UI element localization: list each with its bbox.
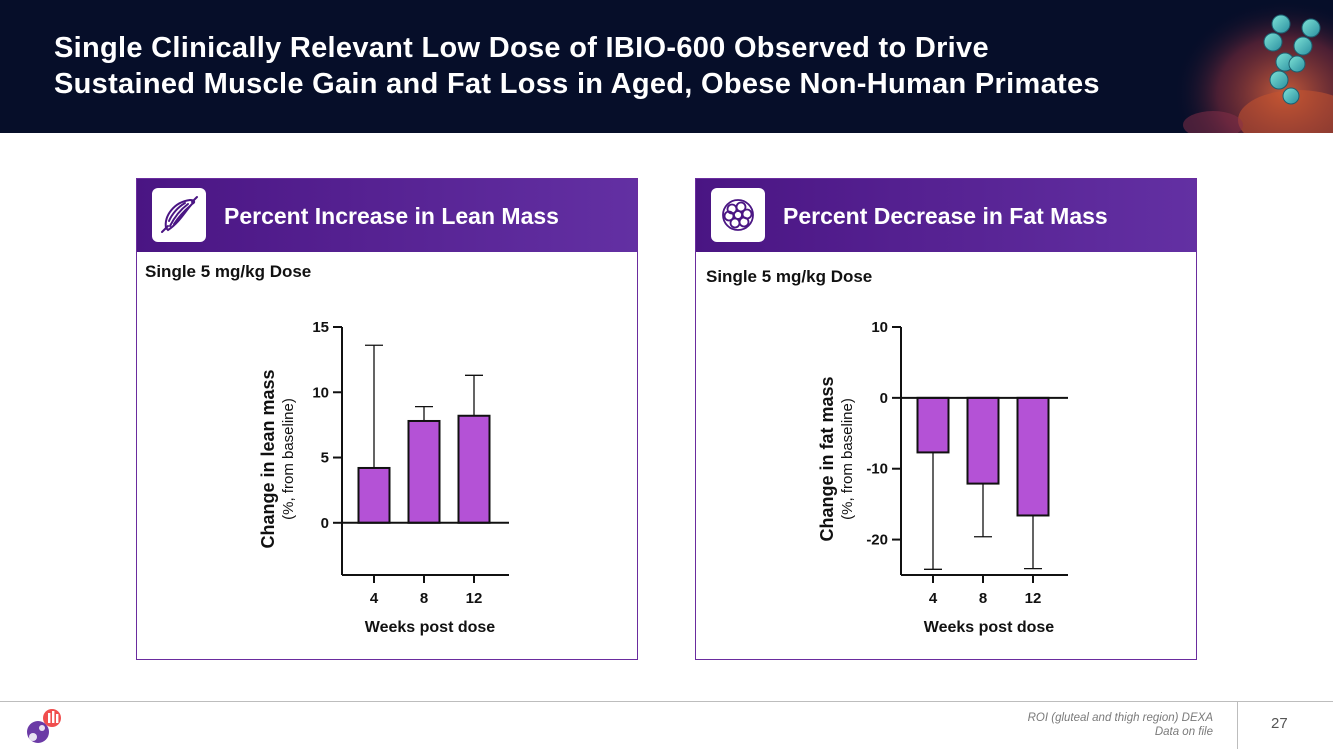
antibody-illustration <box>1173 0 1333 133</box>
fat-y-tick-label: -20 <box>866 532 888 549</box>
fat-mass-panel-title: Percent Decrease in Fat Mass <box>783 203 1108 229</box>
fat-x-tick-label: 4 <box>929 590 938 607</box>
lean-bar <box>407 419 441 524</box>
slide-title-line-1: Single Clinically Relevant Low Dose of I… <box>54 32 989 64</box>
fat-bar <box>1016 396 1050 517</box>
fat-y-axis-sublabel: (%, from baseline) <box>839 398 856 520</box>
lean-x-tick-label: 8 <box>420 590 428 607</box>
company-logo-icon <box>27 709 61 743</box>
fat-cell-cluster-icon <box>722 199 754 231</box>
fat-x-tick-label: 8 <box>979 590 987 607</box>
lean-mass-panel-header: Percent Increase in Lean Mass <box>137 179 637 252</box>
lean-y-tick-label: 0 <box>321 515 329 532</box>
slide-title-line-2: Sustained Muscle Gain and Fat Loss in Ag… <box>54 68 1100 100</box>
footer-note: ROI (gluteal and thigh region) DEXA Data… <box>1028 711 1213 739</box>
page-number: 27 <box>1271 715 1288 732</box>
lean-mass-panel: Percent Increase in Lean Mass Single 5 m… <box>136 178 638 660</box>
lean-y-axis-sublabel: (%, from baseline) <box>280 398 297 520</box>
lean-x-tick-label: 4 <box>370 590 379 607</box>
lean-bar <box>357 466 391 524</box>
fat-x-tick-label: 12 <box>1025 590 1042 607</box>
lean-bar <box>457 414 491 524</box>
fat-x-axis-label: Weeks post dose <box>924 619 1055 636</box>
fat-mass-chart: 10 0 -10 -20 4 8 12 Weeks post dose Change in fa… <box>817 319 1068 636</box>
lean-y-tick-label: 5 <box>321 450 329 467</box>
lean-y-tick-label: 10 <box>312 384 329 401</box>
footer-divider-line <box>0 701 1333 702</box>
lean-mass-panel-title: Percent Increase in Lean Mass <box>224 203 559 229</box>
lean-y-axis-label: Change in lean mass <box>258 369 278 548</box>
fat-y-tick-label: -10 <box>866 461 888 478</box>
slide-header: Single Clinically Relevant Low Dose of I… <box>0 0 1333 133</box>
fat-bar <box>966 396 1000 485</box>
footer-note-line-1: ROI (gluteal and thigh region) DEXA <box>1027 712 1213 724</box>
fat-mass-panel: Percent Decrease in Fat Mass Single 5 mg… <box>695 178 1197 660</box>
slide-title: Single Clinically Relevant Low Dose of I… <box>54 30 1204 102</box>
fat-y-axis-label: Change in fat mass <box>817 376 837 541</box>
lean-y-tick-label: 15 <box>312 319 329 336</box>
fat-bar <box>916 396 950 454</box>
lean-x-axis-label: Weeks post dose <box>365 619 496 636</box>
footer-vertical-divider <box>1237 702 1238 749</box>
fat-mass-panel-header: Percent Decrease in Fat Mass <box>696 179 1196 252</box>
fat-mass-icon-box <box>711 188 765 242</box>
fat-y-tick-label: 0 <box>880 390 888 407</box>
lean-mass-chart: 0 5 10 15 4 8 12 Weeks post dose Change in lean … <box>258 319 509 636</box>
fat-y-tick-label: 10 <box>871 319 888 336</box>
footer-note-line-2: Data on file <box>1154 726 1213 738</box>
fat-mass-dose-label: Single 5 mg/kg Dose <box>706 267 873 286</box>
lean-mass-icon-box <box>152 188 206 242</box>
muscle-fiber-icon <box>161 196 198 233</box>
lean-mass-dose-label: Single 5 mg/kg Dose <box>145 262 312 281</box>
lean-x-tick-label: 12 <box>466 590 483 607</box>
